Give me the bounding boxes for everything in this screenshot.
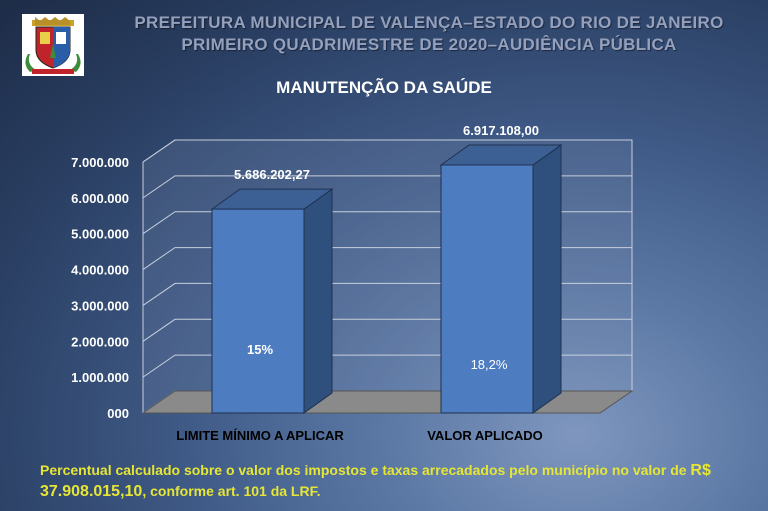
y-tick-label: 3.000.000	[71, 298, 129, 313]
bar-value-label: 6.917.108,00	[463, 123, 539, 138]
footnote: Percentual calculado sobre o valor dos i…	[40, 460, 760, 502]
page-header: PREFEITURA MUNICIPAL DE VALENÇA–ESTADO D…	[90, 12, 768, 56]
y-tick-label: 7.000.000	[71, 155, 129, 170]
y-tick-label: 6.000.000	[71, 191, 129, 206]
y-tick-label: 5.000.000	[71, 227, 129, 242]
bar	[211, 208, 305, 414]
municipal-coat-of-arms-icon	[22, 14, 84, 76]
bar-value-label: 5.686.202,27	[234, 167, 310, 182]
footnote-reference: , conforme art. 101 da LRF.	[142, 483, 321, 499]
x-category-label: LIMITE MÍNIMO A APLICAR	[176, 428, 344, 443]
bar-percent-label: 18,2%	[471, 357, 508, 372]
y-tick-label: 2.000.000	[71, 334, 129, 349]
bar-side	[532, 144, 562, 414]
header-line-1: PREFEITURA MUNICIPAL DE VALENÇA–ESTADO D…	[134, 13, 724, 32]
footnote-text: Percentual calculado sobre o valor dos i…	[40, 462, 691, 478]
footnote-amount: R$ 37.908.015,10	[40, 462, 711, 500]
y-tick-label: 4.000.000	[71, 263, 129, 278]
bar-percent-label: 15%	[247, 342, 273, 357]
x-category-label: VALOR APLICADO	[427, 428, 543, 443]
bar	[440, 164, 534, 414]
chart-title: MANUTENÇÃO DA SAÚDE	[276, 78, 492, 97]
bar-side	[303, 188, 333, 414]
header-line-2: PRIMEIRO QUADRIMESTRE DE 2020–AUDIÊNCIA …	[181, 35, 677, 54]
y-tick-label: 1.000.000	[71, 370, 129, 385]
y-gridline	[142, 139, 632, 163]
y-tick-label: 000	[107, 406, 129, 421]
